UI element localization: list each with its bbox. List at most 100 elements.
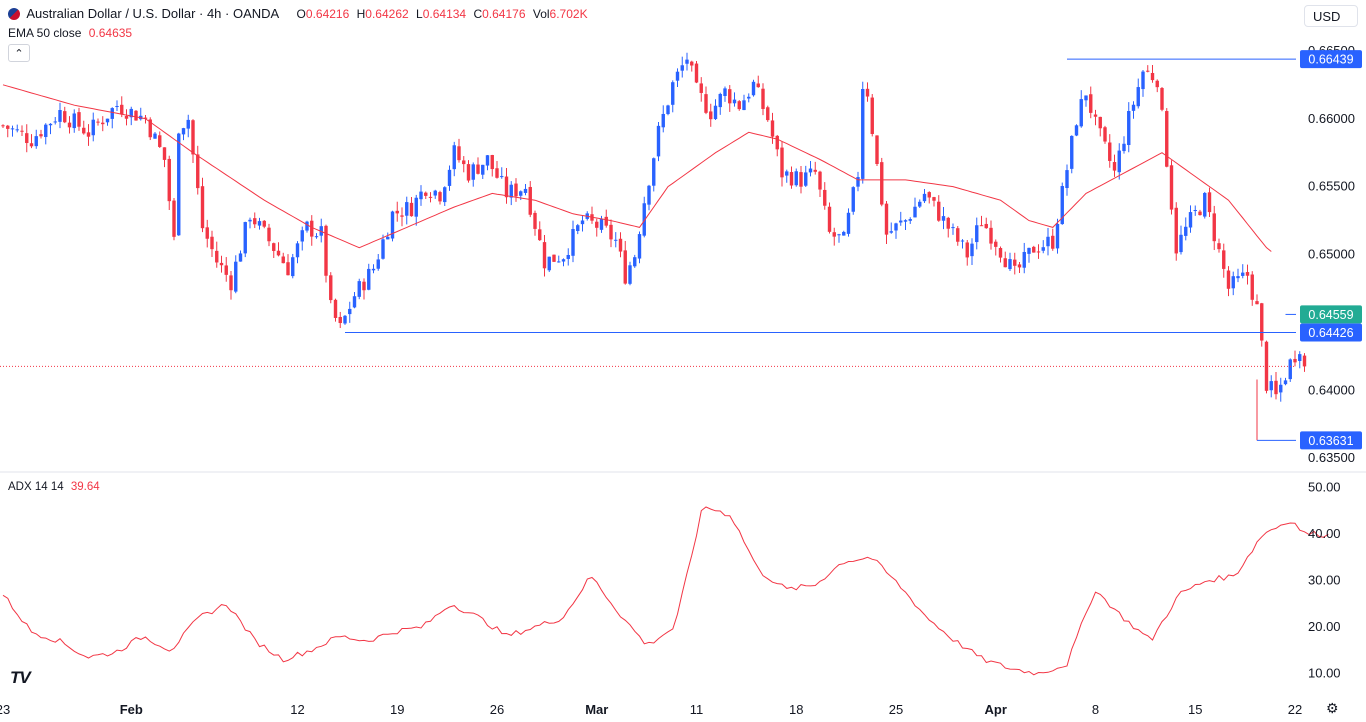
ema-label: EMA 50 close	[8, 26, 82, 40]
currency-label: USD	[1313, 9, 1341, 24]
candle-body	[310, 220, 314, 237]
candle-body	[1017, 264, 1022, 268]
time-tick-label: 19	[390, 702, 404, 717]
candle-body	[1212, 213, 1216, 242]
candle-body	[234, 261, 238, 292]
adx-legend[interactable]: ADX 14 14 39.64	[8, 481, 100, 493]
candle-body	[832, 232, 836, 237]
currency-select[interactable]: USD	[1304, 5, 1358, 27]
candle-body	[628, 265, 632, 284]
candle-body	[1241, 272, 1245, 276]
time-tick-label: 15	[1188, 702, 1202, 717]
time-tick-label: 11	[690, 702, 704, 717]
candle-body	[1117, 150, 1121, 173]
candle-body	[120, 104, 124, 115]
candle-body	[77, 112, 81, 127]
candle-body	[837, 234, 841, 236]
candle-body	[1302, 355, 1307, 367]
candle-body	[172, 200, 176, 237]
candle-body	[756, 83, 760, 88]
candle-body	[1022, 251, 1026, 268]
symbol-title[interactable]: Australian Dollar / U.S. Dollar · 4h · O…	[26, 6, 280, 21]
candle-body	[48, 123, 53, 126]
candle-body	[319, 226, 323, 236]
candle-body	[504, 176, 509, 198]
candle-body	[367, 268, 371, 290]
candle-body	[1032, 246, 1036, 253]
candle-body	[1127, 111, 1131, 146]
candle-body	[129, 108, 133, 118]
candle-body	[704, 94, 708, 113]
candle-body	[267, 227, 271, 242]
price-badge-ema-bg	[1300, 305, 1362, 324]
candle-body	[1198, 211, 1202, 216]
adx-label: ADX 14 14	[8, 481, 64, 493]
candle-body	[723, 88, 727, 96]
candle-body	[1112, 162, 1117, 171]
candle-body	[25, 133, 29, 144]
candle-body	[846, 212, 851, 234]
candle-body	[1231, 276, 1235, 289]
candle-body	[927, 192, 931, 198]
candle-body	[162, 147, 167, 160]
price-badge-top-bg	[1300, 50, 1362, 69]
candle-body	[580, 220, 585, 225]
adx-tick-label: 10.00	[1308, 665, 1341, 680]
candle-body	[248, 219, 252, 222]
candle-body	[295, 243, 300, 258]
candle-body	[205, 227, 209, 239]
candle-body	[1155, 80, 1159, 88]
collapse-legend-button[interactable]: ⌃	[8, 44, 30, 62]
candle-body	[680, 65, 684, 71]
adx-tick-label: 30.00	[1308, 572, 1341, 587]
candle-body	[1122, 143, 1126, 152]
candle-body	[1070, 135, 1074, 169]
ohlc-close-key: C	[473, 7, 483, 21]
price-badge-support-bg	[1300, 323, 1362, 342]
candle-body	[72, 113, 76, 129]
candle-body	[571, 229, 575, 256]
candle-body	[148, 119, 152, 138]
candle-body	[1060, 186, 1064, 225]
candle-body	[124, 115, 129, 119]
candle-body	[595, 221, 599, 228]
candle-body	[737, 101, 741, 110]
candle-body	[20, 130, 24, 132]
candle-body	[390, 211, 395, 239]
candle-body	[894, 223, 898, 231]
candle-body	[761, 88, 765, 109]
candle-body	[1188, 212, 1193, 228]
candle-body	[243, 222, 247, 254]
time-tick-label: Apr	[985, 702, 1007, 717]
candle-body	[357, 281, 361, 297]
candle-body	[215, 250, 219, 263]
candle-body	[509, 184, 513, 198]
candle-body	[789, 172, 794, 186]
candle-body	[566, 254, 570, 259]
tradingview-logo[interactable]: TV	[10, 668, 31, 688]
candle-body	[485, 155, 490, 166]
settings-icon[interactable]: ⚙	[1326, 700, 1339, 717]
candle-body	[300, 230, 304, 242]
candle-body	[1245, 272, 1250, 276]
candle-body	[405, 202, 409, 216]
candle-body	[576, 225, 580, 232]
candle-body	[652, 158, 656, 186]
candle-body	[823, 189, 827, 206]
candle-body	[718, 93, 722, 108]
time-tick-label: Mar	[585, 702, 608, 717]
candle-body	[238, 253, 243, 262]
candle-body	[490, 155, 494, 170]
candle-body	[348, 308, 352, 315]
candle-body	[1217, 243, 1221, 250]
adx-value: 39.64	[70, 481, 100, 493]
candle-body	[538, 229, 542, 241]
candle-body	[1136, 87, 1140, 107]
candle-body	[685, 59, 689, 64]
candle-body	[851, 187, 855, 212]
candle-body	[53, 121, 57, 123]
adx-tick-label: 20.00	[1308, 619, 1341, 634]
candle-body	[352, 296, 357, 308]
ema-legend[interactable]: EMA 50 close 0.64635	[8, 26, 132, 40]
